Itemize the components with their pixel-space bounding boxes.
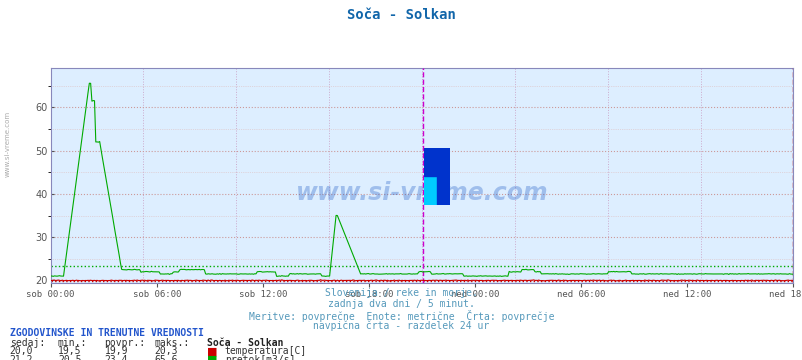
Text: www.si-vreme.com: www.si-vreme.com <box>5 111 11 177</box>
Text: 21,2: 21,2 <box>10 355 33 360</box>
Text: ■: ■ <box>207 346 217 356</box>
Text: Soča - Solkan: Soča - Solkan <box>207 338 283 348</box>
Text: pretok[m3/s]: pretok[m3/s] <box>225 355 295 360</box>
Text: 20,3: 20,3 <box>154 346 177 356</box>
Text: 19,9: 19,9 <box>104 346 128 356</box>
Text: sedaj:: sedaj: <box>10 338 45 348</box>
Text: ■: ■ <box>207 355 217 360</box>
Text: temperatura[C]: temperatura[C] <box>225 346 306 356</box>
Bar <box>423 176 436 205</box>
Text: 20,0: 20,0 <box>10 346 33 356</box>
Text: zadnja dva dni / 5 minut.: zadnja dva dni / 5 minut. <box>328 299 474 309</box>
Text: maks.:: maks.: <box>154 338 189 348</box>
Text: www.si-vreme.com: www.si-vreme.com <box>295 181 548 204</box>
Text: navpična črta - razdelek 24 ur: navpična črta - razdelek 24 ur <box>313 320 489 331</box>
Text: ZGODOVINSKE IN TRENUTNE VREDNOSTI: ZGODOVINSKE IN TRENUTNE VREDNOSTI <box>10 328 203 338</box>
Polygon shape <box>423 148 436 176</box>
Bar <box>423 148 436 176</box>
Text: povpr.:: povpr.: <box>104 338 145 348</box>
Bar <box>436 148 449 205</box>
Text: 19,5: 19,5 <box>58 346 81 356</box>
Text: Meritve: povprečne  Enote: metrične  Črta: povprečje: Meritve: povprečne Enote: metrične Črta:… <box>249 310 553 321</box>
Text: min.:: min.: <box>58 338 87 348</box>
Text: Soča - Solkan: Soča - Solkan <box>346 8 456 22</box>
Text: 23,4: 23,4 <box>104 355 128 360</box>
Text: 20,5: 20,5 <box>58 355 81 360</box>
Text: 65,6: 65,6 <box>154 355 177 360</box>
Text: Slovenija / reke in morje.: Slovenija / reke in morje. <box>325 288 477 298</box>
